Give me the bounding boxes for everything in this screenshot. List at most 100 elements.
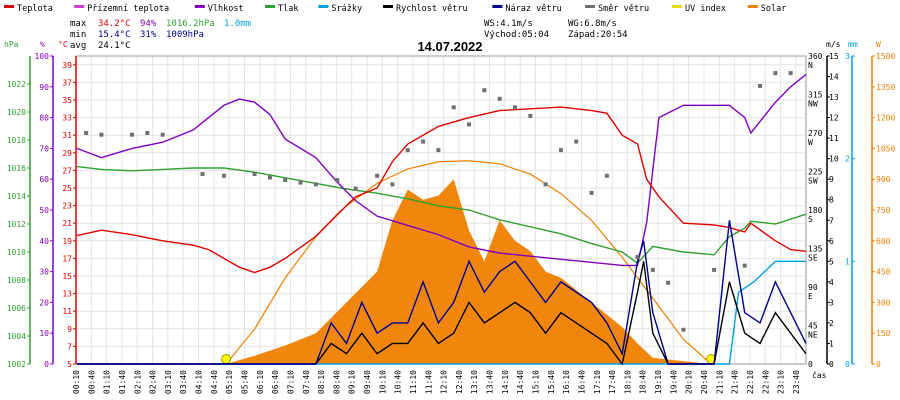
- series-line-teplota: [76, 106, 807, 274]
- wind-direction-point: [390, 182, 395, 187]
- x-tick-label: 11:40: [424, 370, 433, 394]
- wind-direction-point: [283, 178, 288, 183]
- wind-direction-point: [252, 172, 257, 177]
- chart-title: 14.07.2022: [417, 39, 482, 54]
- degc-tick-label: 15: [62, 272, 72, 281]
- w-tick-label: 600: [876, 237, 891, 246]
- pct-tick-label: 90: [39, 83, 49, 92]
- pct-tick-label: 40: [39, 237, 49, 246]
- ms-tick-label: 1: [829, 339, 834, 348]
- w-tick-label: 150: [876, 329, 891, 338]
- degc-tick-label: 25: [62, 184, 72, 193]
- x-tick-label: 14:10: [501, 370, 510, 394]
- stats-max-press: 1016.2hPa: [166, 19, 215, 29]
- wind-direction-point: [758, 83, 763, 88]
- series-line-srážky: [76, 260, 806, 365]
- w-tick-label: 0: [876, 360, 881, 369]
- legend-label: Směr větru: [598, 4, 649, 14]
- legend-label: Solar: [761, 4, 787, 14]
- x-tick-label: 22:40: [761, 370, 770, 394]
- degc-tick-label: 33: [62, 114, 72, 123]
- wind-direction-point: [712, 267, 717, 272]
- legend-swatch: [672, 5, 682, 8]
- ms-tick-label: 11: [829, 134, 839, 143]
- degc-tick-label: 21: [62, 219, 72, 228]
- hpa-tick-label: 1022: [7, 80, 26, 89]
- degc-tick-label: 7: [67, 342, 72, 351]
- dir-label: E: [808, 292, 813, 301]
- degc-tick-label: 17: [62, 254, 72, 263]
- wind-direction-point: [635, 255, 640, 260]
- x-tick-label: 12:10: [440, 370, 449, 394]
- x-tick-label: 17:10: [593, 370, 602, 394]
- degc-tick-label: 37: [62, 78, 72, 87]
- ms-tick-label: 10: [829, 155, 839, 164]
- ms-tick-label: 8: [829, 196, 834, 205]
- legend-swatch: [194, 5, 205, 8]
- legend-swatch: [4, 5, 14, 8]
- x-tick-label: 01:40: [118, 370, 127, 394]
- x-tick-label: 13:10: [470, 370, 479, 394]
- x-tick-label: 05:40: [240, 370, 249, 394]
- ms-unit: m/s: [826, 40, 841, 49]
- stats-min-temp: 15.4°C: [98, 30, 131, 40]
- wind-direction-point: [160, 132, 165, 137]
- legend-label: Vlhkost: [208, 4, 244, 14]
- wind-direction-point: [130, 132, 135, 137]
- hpa-tick-label: 1010: [7, 248, 26, 257]
- wind-direction-point: [742, 263, 747, 268]
- sunrise-marker: [221, 354, 232, 364]
- ms-tick-label: 7: [829, 216, 834, 225]
- hpa-tick-label: 1004: [7, 332, 26, 341]
- stats-wg: WG:6.8m/s: [568, 19, 617, 29]
- hpa-tick-label: 1020: [7, 108, 26, 117]
- wind-direction-point: [773, 71, 778, 76]
- mm-tick-label: 3: [845, 52, 850, 61]
- legend-swatch: [383, 5, 393, 8]
- wind-direction-point: [436, 148, 441, 153]
- hpa-tick-label: 1002: [7, 360, 26, 369]
- ms-tick-label: 4: [829, 278, 834, 287]
- ms-tick-label: 3: [829, 298, 834, 307]
- x-tick-label: 11:10: [409, 370, 418, 394]
- wind-direction-point: [558, 148, 563, 153]
- time-unit: čas: [812, 370, 827, 380]
- pct-tick-label: 100: [35, 52, 50, 61]
- x-tick-label: 13:40: [486, 370, 495, 394]
- wind-direction-point: [375, 173, 380, 178]
- legend: Teplota Přízemní teplota Vlhkost Tlak Srážky…: [4, 4, 786, 14]
- deg-tick-label: 315: [808, 91, 823, 100]
- stats-avg-temp: 24.1°C: [98, 41, 131, 51]
- dir-label: SE: [808, 254, 818, 263]
- degc-tick-label: 11: [62, 307, 72, 316]
- dir-label: S: [808, 215, 813, 224]
- ms-tick-label: 6: [829, 237, 834, 246]
- wind-direction-point: [451, 105, 456, 110]
- x-tick-label: 16:10: [562, 370, 571, 394]
- dir-label: NE: [808, 331, 818, 340]
- stats-min-label: min: [70, 30, 86, 40]
- x-tick-label: 03:40: [179, 370, 188, 394]
- w-tick-label: 300: [876, 298, 891, 307]
- x-tick-label: 19:10: [654, 370, 663, 394]
- degc-tick-label: 39: [62, 61, 72, 70]
- degc-tick-label: 23: [62, 202, 72, 211]
- wind-direction-point: [574, 139, 579, 144]
- deg-tick-label: 360: [808, 52, 823, 61]
- wind-direction-point: [681, 327, 686, 332]
- mm-unit: mm: [848, 40, 858, 49]
- stats-min-hum: 31%: [140, 30, 157, 40]
- dir-label: NW: [808, 100, 818, 109]
- wind-direction-point: [267, 175, 272, 180]
- legend-label: Tlak: [278, 4, 298, 14]
- stats-sunset: Západ:20:54: [568, 30, 628, 40]
- stats-sunrise: Východ:05:04: [484, 30, 549, 40]
- legend-label: Srážky: [331, 4, 362, 14]
- dir-label: W: [808, 138, 813, 147]
- wind-direction-point: [200, 172, 205, 177]
- ms-tick-label: 15: [829, 52, 839, 61]
- pct-tick-label: 20: [39, 298, 49, 307]
- x-tick-label: 14:40: [516, 370, 525, 394]
- pct-tick-label: 50: [39, 206, 49, 215]
- wind-direction-point: [543, 182, 548, 187]
